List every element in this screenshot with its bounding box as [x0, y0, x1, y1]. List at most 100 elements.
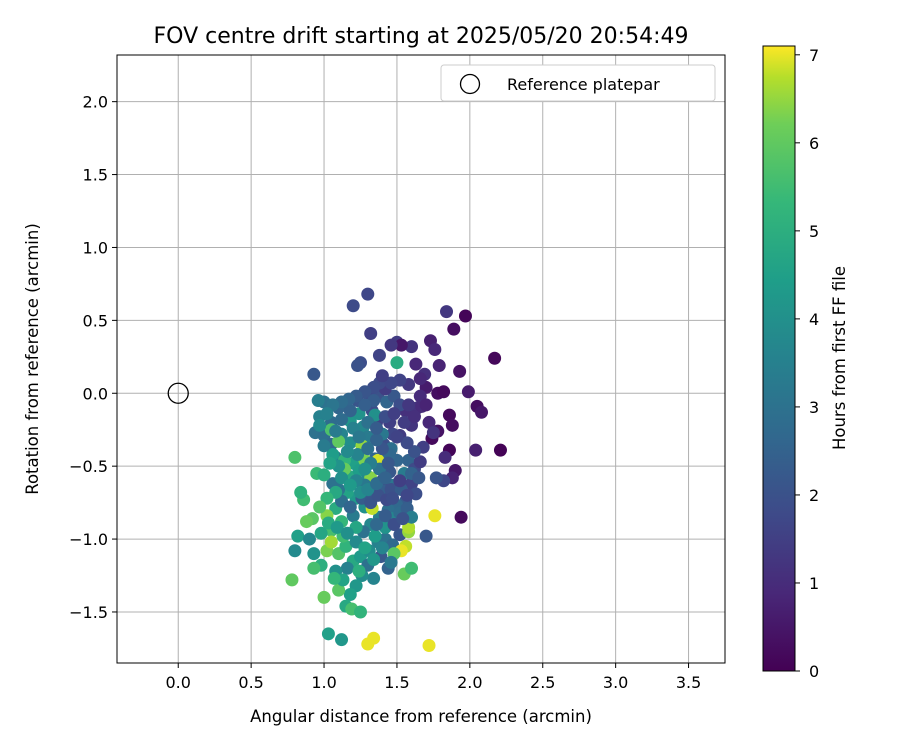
data-point [335, 413, 349, 427]
x-tick-label: 0.0 [166, 673, 191, 692]
data-point [384, 376, 398, 390]
data-point [469, 443, 483, 457]
data-point [352, 430, 366, 444]
data-point [320, 491, 334, 505]
data-point [447, 322, 461, 336]
data-point [335, 471, 349, 485]
x-tick-label: 2.0 [457, 673, 482, 692]
data-point [367, 552, 381, 566]
data-point [285, 573, 299, 587]
data-point [367, 571, 381, 585]
reference-platepar-marker [167, 382, 189, 404]
data-point [294, 485, 308, 499]
y-tick-label: 1.5 [83, 166, 108, 185]
x-tick-label: 1.5 [384, 673, 409, 692]
data-point [384, 555, 398, 569]
data-point [307, 367, 321, 381]
data-point [442, 408, 456, 422]
data-point [340, 445, 354, 459]
data-point [288, 544, 302, 558]
data-point [437, 385, 451, 399]
data-point [407, 410, 421, 424]
data-point [396, 512, 410, 526]
data-point [343, 587, 357, 601]
colorbar-tick-label: 0 [809, 662, 819, 681]
data-point [370, 517, 384, 531]
legend: Reference platepar [440, 64, 716, 102]
data-point [440, 305, 454, 319]
data-point [426, 426, 440, 440]
plot-frame [116, 54, 726, 664]
data-point [428, 343, 442, 357]
legend-box [440, 64, 716, 102]
data-point [381, 456, 395, 470]
x-tick-label: 1.0 [311, 673, 336, 692]
data-point [327, 571, 341, 585]
data-point [372, 348, 386, 362]
data-point [378, 471, 392, 485]
data-point [390, 356, 404, 370]
data-point [352, 564, 366, 578]
data-point [453, 364, 467, 378]
y-tick-label: 1.0 [83, 238, 108, 257]
data-point [335, 633, 349, 647]
data-point [405, 561, 419, 575]
data-point [307, 547, 321, 561]
data-point [361, 442, 375, 456]
data-point [346, 299, 360, 313]
data-point [324, 535, 338, 549]
data-point [332, 434, 346, 448]
data-point [378, 509, 392, 523]
data-point [409, 357, 423, 371]
data-point [475, 405, 489, 419]
data-point [419, 529, 433, 543]
data-point [307, 561, 321, 575]
data-point [351, 448, 365, 462]
data-point [386, 491, 400, 505]
y-tick-label: −1.5 [69, 603, 108, 622]
data-point [361, 287, 375, 301]
data-point [368, 529, 382, 543]
data-point [375, 541, 389, 555]
data-point [493, 443, 507, 457]
legend-label: Reference platepar [507, 75, 660, 94]
colorbar-gradient [762, 45, 796, 672]
data-point [413, 455, 427, 469]
data-point [454, 510, 468, 524]
data-point [302, 532, 316, 546]
colorbar-label: Hours from first FF file [830, 266, 849, 450]
colorbar: 0 1 2 3 4 5 6 7 Hours from first FF file [762, 45, 849, 681]
data-point [317, 439, 331, 453]
colorbar-tick-label: 5 [809, 222, 819, 241]
colorbar-ticks: 0 1 2 3 4 5 6 7 [795, 46, 819, 681]
data-point [343, 478, 357, 492]
colorbar-tick-label: 4 [809, 310, 819, 329]
data-point [351, 359, 365, 373]
data-point [321, 627, 335, 641]
colorbar-tick-label: 7 [809, 46, 819, 65]
x-axis-ticks: 0.0 0.5 1.0 1.5 2.0 2.5 3.0 3.5 [166, 663, 701, 692]
data-point [323, 456, 337, 470]
data-point [384, 338, 398, 352]
y-axis-ticks: −1.5 −1.0 −0.5 0.0 0.5 1.0 1.5 2.0 [69, 93, 117, 622]
data-point [432, 359, 446, 373]
data-point [412, 471, 426, 485]
chart-title: FOV centre drift starting at 2025/05/20 … [154, 24, 689, 49]
legend-reference-marker [459, 73, 481, 95]
data-point [364, 326, 378, 340]
y-tick-label: −0.5 [69, 457, 108, 476]
data-point [400, 488, 414, 502]
colorbar-tick-label: 3 [809, 398, 819, 417]
data-point [445, 418, 459, 432]
y-axis-label: Rotation from reference (arcmin) [23, 223, 42, 495]
y-tick-label: 0.5 [83, 311, 108, 330]
data-point [407, 445, 421, 459]
data-point [311, 394, 325, 408]
data-point [291, 529, 305, 543]
data-point [340, 526, 354, 540]
data-point [397, 415, 411, 429]
data-point [387, 407, 401, 421]
data-point [340, 561, 354, 575]
x-tick-label: 3.5 [676, 673, 701, 692]
y-tick-label: 2.0 [83, 93, 108, 112]
